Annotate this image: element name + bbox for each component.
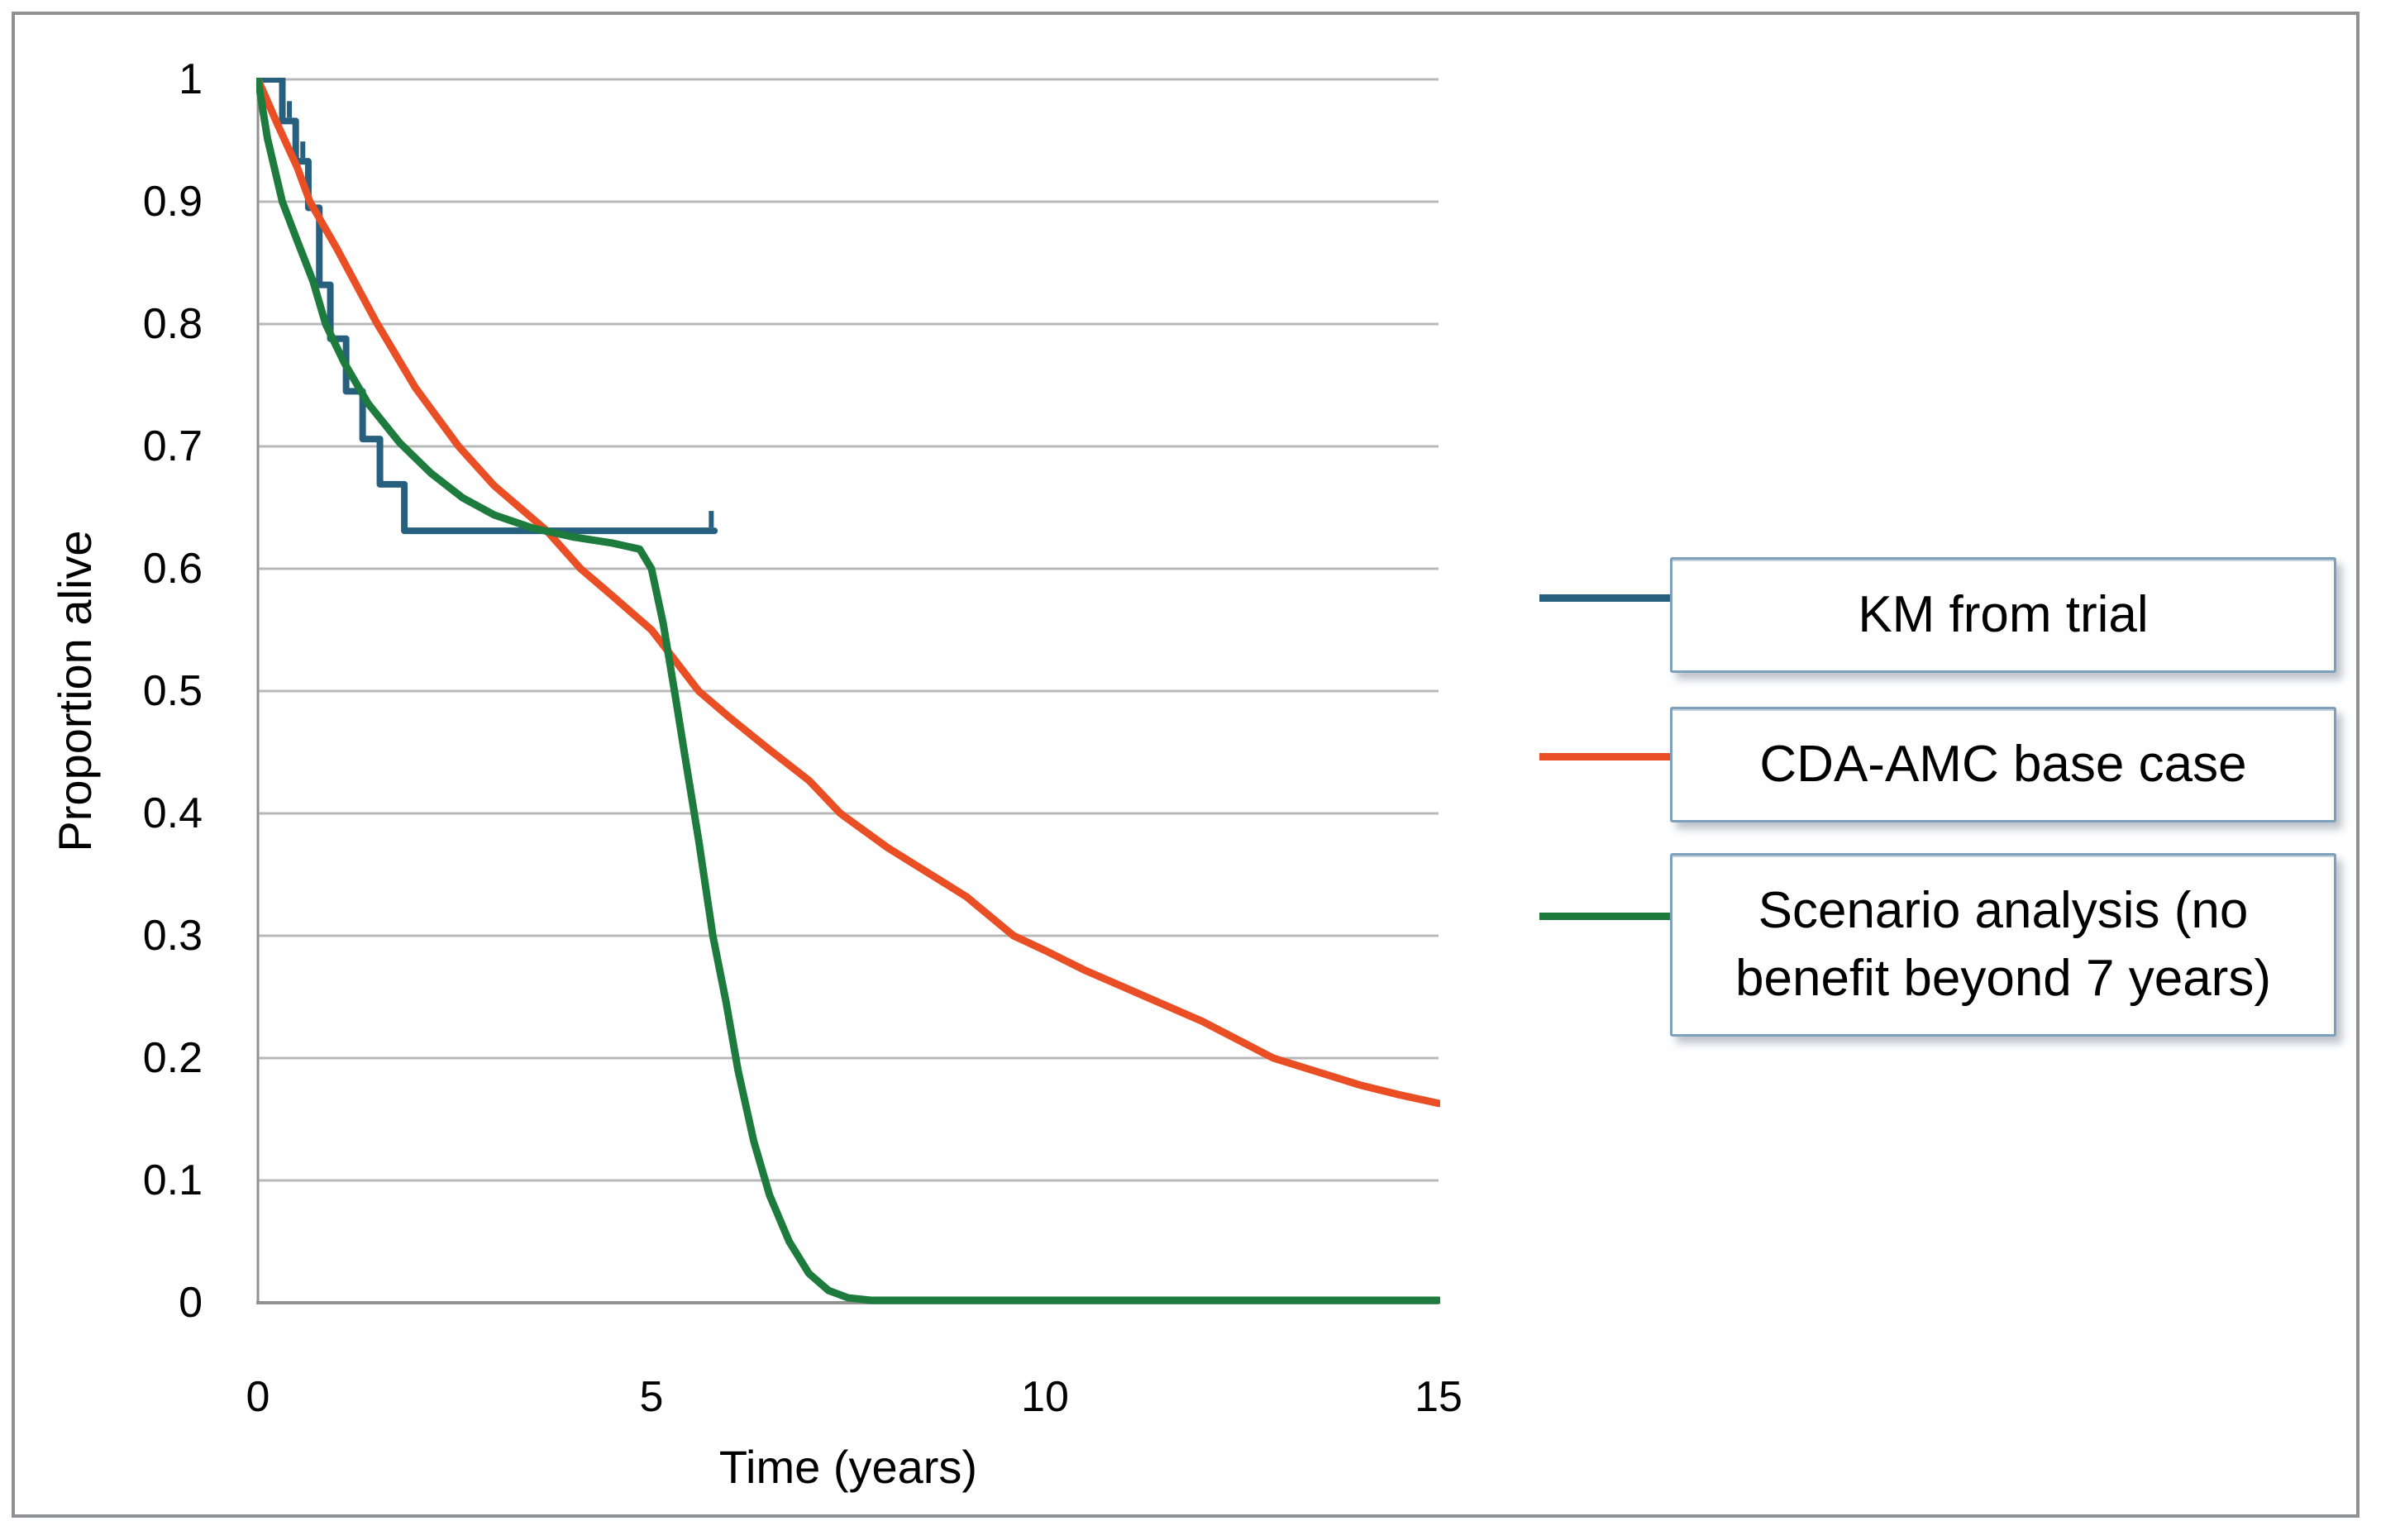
x-tick-label: 0: [246, 1373, 270, 1421]
y-axis-title: Proportion alive: [49, 530, 101, 852]
series-line-base-case: [256, 78, 1440, 1108]
legend-swatch-base-case-line: [1539, 753, 1670, 760]
y-tick-label: 0.7: [142, 422, 203, 470]
legend-item-km-from-trial: KM from trial: [1670, 557, 2336, 673]
y-tick-label: 0: [179, 1279, 203, 1327]
series-line-scenario: [256, 78, 1440, 1304]
survival-chart-plot-area: [256, 78, 1440, 1304]
horizontal-gridlines: [258, 78, 1439, 1182]
legend-item-base-case: CDA-AMC base case: [1670, 707, 2336, 822]
figure-border: [12, 12, 2360, 1518]
legend-label-scenario-analysis: Scenario analysis (no benefit beyond 7 y…: [1735, 882, 2271, 1007]
x-tick-label: 10: [1021, 1373, 1069, 1421]
y-tick-label: 0.6: [142, 545, 203, 593]
series-lines: [256, 78, 1440, 1304]
x-tick-label: 15: [1415, 1373, 1462, 1421]
legend-label-base-case: CDA-AMC base case: [1759, 736, 2247, 794]
legend-swatch-km-line: [1539, 594, 1670, 602]
y-tick-label: 1: [179, 55, 203, 103]
legend-label-km-from-trial: KM from trial: [1858, 586, 2149, 644]
y-tick-label: 0.4: [142, 789, 203, 837]
y-tick-label: 0.3: [142, 912, 203, 960]
x-axis-title: Time (years): [718, 1441, 978, 1493]
y-tick-label: 0.9: [142, 178, 203, 226]
legend-item-scenario-analysis: Scenario analysis (no benefit beyond 7 y…: [1670, 853, 2336, 1037]
y-tick-label: 0.2: [142, 1034, 203, 1082]
y-tick-label: 0.1: [142, 1156, 203, 1204]
series-line-km: [256, 78, 718, 535]
x-tick-label: 5: [639, 1373, 664, 1421]
y-tick-label: 0.5: [142, 667, 203, 715]
y-tick-label: 0.8: [142, 300, 203, 348]
legend-swatch-scenario-line: [1539, 913, 1670, 920]
